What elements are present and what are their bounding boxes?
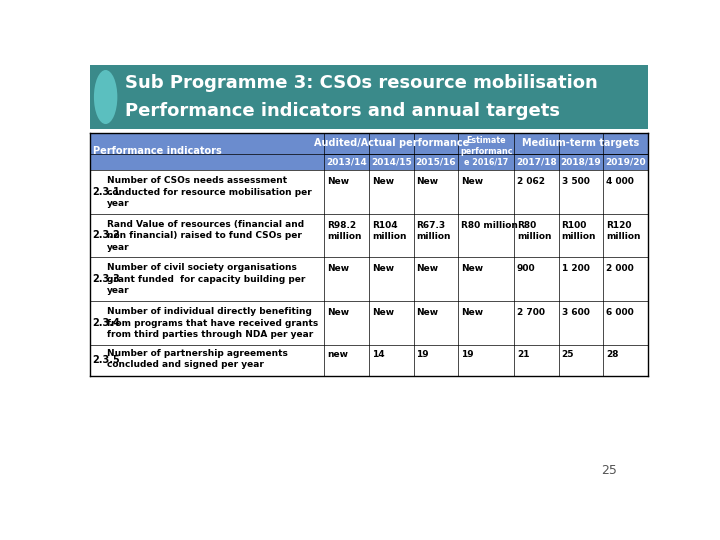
Text: New: New [461, 308, 483, 317]
Bar [90, 65, 648, 129]
Text: Medium-term targets: Medium-term targets [523, 138, 639, 149]
Text: New: New [461, 177, 483, 186]
Bar [90, 154, 648, 170]
Text: 25: 25 [601, 464, 617, 477]
Text: 14: 14 [372, 349, 384, 359]
Text: 2.3.3: 2.3.3 [92, 274, 120, 284]
Text: 3 500: 3 500 [562, 177, 590, 186]
Text: 900: 900 [517, 264, 536, 273]
Text: 2018/19: 2018/19 [561, 158, 601, 167]
Text: 4 000: 4 000 [606, 177, 634, 186]
Bar [90, 214, 648, 258]
Text: new: new [327, 349, 348, 359]
Text: R80 million: R80 million [461, 221, 518, 230]
Text: New: New [327, 177, 349, 186]
Text: New: New [461, 264, 483, 273]
Text: 3 600: 3 600 [562, 308, 590, 317]
Bar [90, 301, 648, 345]
Text: Estimate
performanc
e 2016/17: Estimate performanc e 2016/17 [460, 136, 513, 167]
Text: 2.3.4: 2.3.4 [92, 318, 120, 328]
Text: New: New [372, 264, 394, 273]
Text: 28: 28 [606, 349, 618, 359]
Text: R98.2
million: R98.2 million [327, 221, 361, 241]
Text: 2015/16: 2015/16 [415, 158, 456, 167]
Text: New: New [416, 177, 438, 186]
Ellipse shape [94, 70, 117, 124]
Text: 21: 21 [517, 349, 529, 359]
Text: R80
million: R80 million [517, 221, 552, 241]
Text: Number of individual directly benefiting
from programs that have received grants: Number of individual directly benefiting… [107, 307, 318, 339]
Text: 2 000: 2 000 [606, 264, 634, 273]
Text: 25: 25 [562, 349, 574, 359]
Text: 2013/14: 2013/14 [326, 158, 367, 167]
Text: 2.3.5: 2.3.5 [92, 355, 120, 365]
Bar [90, 345, 648, 376]
Bar [90, 133, 648, 154]
Text: R100
million: R100 million [562, 221, 596, 241]
Text: New: New [372, 177, 394, 186]
Text: 2019/20: 2019/20 [606, 158, 646, 167]
Text: New: New [327, 264, 349, 273]
Text: New: New [372, 308, 394, 317]
Text: 19: 19 [416, 349, 429, 359]
Text: Number of partnership agreements
concluded and signed per year: Number of partnership agreements conclud… [107, 349, 287, 369]
Text: Audited/Actual performance: Audited/Actual performance [314, 138, 469, 149]
Text: R67.3
million: R67.3 million [416, 221, 451, 241]
Text: Number of civil society organisations
grant funded  for capacity building per
ye: Number of civil society organisations gr… [107, 264, 305, 295]
Text: 6 000: 6 000 [606, 308, 634, 317]
Text: 2.3.1: 2.3.1 [92, 187, 120, 197]
Text: Performance indicators: Performance indicators [94, 146, 222, 156]
Text: 2014/15: 2014/15 [371, 158, 412, 167]
Text: R104
million: R104 million [372, 221, 406, 241]
Bar [90, 170, 648, 214]
Text: Sub Programme 3: CSOs resource mobilisation: Sub Programme 3: CSOs resource mobilisat… [125, 74, 598, 92]
Text: 2.3.2: 2.3.2 [92, 231, 120, 240]
Text: Performance indicators and annual targets: Performance indicators and annual target… [125, 102, 559, 120]
Text: New: New [416, 264, 438, 273]
Text: Rand Value of resources (financial and
non financial) raised to fund CSOs per
ye: Rand Value of resources (financial and n… [107, 220, 304, 252]
Text: 1 200: 1 200 [562, 264, 590, 273]
Text: 19: 19 [461, 349, 474, 359]
Text: 2017/18: 2017/18 [516, 158, 557, 167]
Text: New: New [416, 308, 438, 317]
Text: R120
million: R120 million [606, 221, 641, 241]
Text: New: New [327, 308, 349, 317]
Text: 2 062: 2 062 [517, 177, 545, 186]
Text: Number of CSOs needs assessment
conducted for resource mobilisation per
year: Number of CSOs needs assessment conducte… [107, 176, 312, 208]
Text: 2 700: 2 700 [517, 308, 545, 317]
Bar [90, 258, 648, 301]
